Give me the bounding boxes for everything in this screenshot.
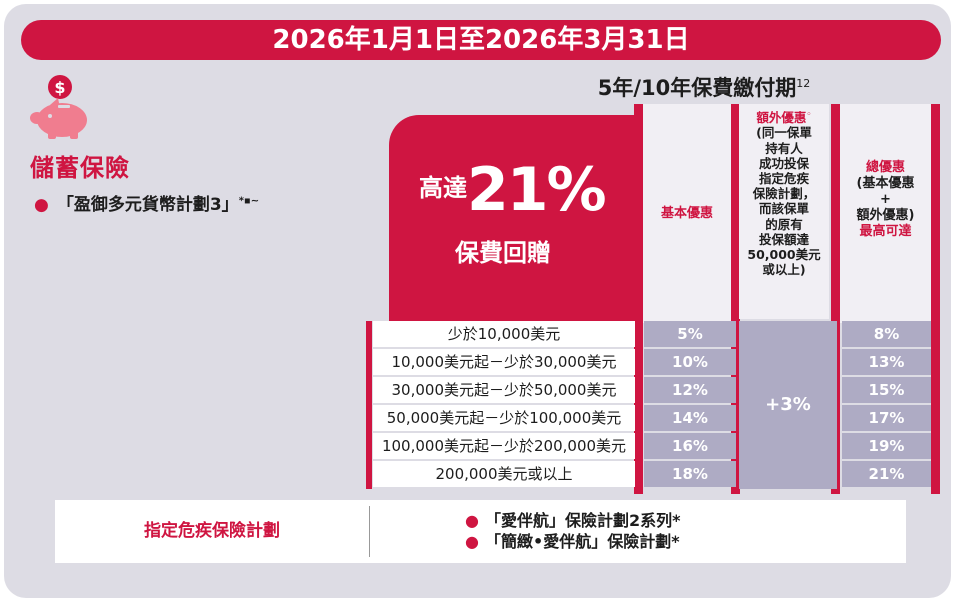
- table-row-basic: 18%: [644, 461, 736, 487]
- svg-text:$: $: [54, 78, 65, 97]
- rebate-highlight: 高達21% 保費回贈: [389, 115, 642, 323]
- table-row-range: 100,000美元起－少於200,000美元: [373, 433, 635, 459]
- bullet-icon: ●: [34, 195, 49, 215]
- promo-panel: 2026年1月1日至2026年3月31日 5年/10年保費繳付期12 $ 儲蓄保…: [4, 4, 951, 598]
- list-item: ● 「愛伴航」保險計劃2系列*: [465, 510, 680, 531]
- highlight-text: 保費回贈: [455, 239, 551, 267]
- critical-illness-plan: 「簡緻•愛伴航」保險計劃*: [484, 532, 680, 551]
- table-row-basic: 14%: [644, 405, 736, 431]
- extra-offer-desc-8: 50,000美元: [747, 246, 821, 262]
- extra-offer-header: 額外優惠◦ (同一保單 持有人 成功投保 指定危疾 保險計劃， 而該保單 的原有…: [739, 104, 829, 319]
- extra-offer-desc-4: 保險計劃，: [752, 186, 816, 202]
- extra-offer-desc-3: 指定危疾: [758, 170, 809, 186]
- table-row-range: 30,000美元起－少於50,000美元: [373, 377, 635, 403]
- extra-offer-title: 額外優惠: [756, 110, 807, 126]
- table-row-basic: 16%: [644, 433, 736, 459]
- table-row-total: 21%: [842, 461, 931, 487]
- table-row-range: 50,000美元起－少於100,000美元: [373, 405, 635, 431]
- payment-period: 5年/10年保費繳付期12: [494, 72, 914, 102]
- stripe-right: [831, 104, 840, 494]
- critical-illness-box: 指定危疾保險計劃 ● 「愛伴航」保險計劃2系列* ● 「簡緻•愛伴航」保險計劃*: [55, 500, 906, 563]
- extra-offer-desc-2: 成功投保: [758, 155, 809, 171]
- savings-plan-marks: *▪~: [238, 195, 260, 207]
- bullet-icon: ●: [465, 532, 479, 551]
- total-offer-max: 最高可達: [859, 224, 912, 239]
- extra-offer-desc-7: 投保額達: [758, 231, 809, 247]
- critical-illness-label: 指定危疾保險計劃: [144, 521, 280, 541]
- piggy-bank-icon: $: [30, 75, 87, 139]
- stripe-mid: [731, 104, 740, 494]
- table-row-range: 少於10,000美元: [373, 321, 635, 347]
- payment-period-note: 12: [796, 77, 811, 90]
- list-item: ● 「簡緻•愛伴航」保險計劃*: [465, 531, 680, 552]
- highlight-prefix: 高達: [419, 174, 467, 202]
- total-offer-header: 總優惠 (基本優惠 + 額外優惠) 最高可達: [840, 104, 931, 323]
- extra-offer-desc-6: 的原有: [765, 216, 803, 232]
- total-offer-title: 總優惠: [865, 160, 905, 175]
- date-banner: 2026年1月1日至2026年3月31日: [21, 20, 941, 60]
- table-row-total: 8%: [842, 321, 931, 347]
- extra-offer-desc-0: (同一保單: [756, 125, 812, 141]
- critical-illness-plans: ● 「愛伴航」保險計劃2系列* ● 「簡緻•愛伴航」保險計劃*: [465, 510, 680, 552]
- divider: [369, 506, 370, 557]
- savings-title: 儲蓄保險: [30, 154, 130, 182]
- table-row-range: 10,000美元起－少於30,000美元: [373, 349, 635, 375]
- critical-illness-plan: 「愛伴航」保險計劃2系列*: [484, 511, 681, 530]
- table-row-basic: 12%: [644, 377, 736, 403]
- savings-plan-name: 「盈御多元貨幣計劃3」: [56, 195, 239, 215]
- basic-offer-header: 基本優惠: [643, 104, 731, 323]
- table-row-total: 17%: [842, 405, 931, 431]
- table-row-range: 200,000美元或以上: [373, 461, 635, 487]
- extra-offer-mark: ◦: [806, 110, 812, 120]
- total-offer-desc-0: (基本優惠: [856, 176, 915, 191]
- savings-plan-item: ● 「盈御多元貨幣計劃3」*▪~: [34, 190, 259, 215]
- table-row-basic: 5%: [644, 321, 736, 347]
- bullet-icon: ●: [465, 511, 479, 530]
- extra-offer-desc-1: 持有人: [765, 140, 803, 156]
- table-row-total: 19%: [842, 433, 931, 459]
- highlight-percent: 21%: [467, 155, 607, 225]
- table-row-total: 15%: [842, 377, 931, 403]
- table-border: [366, 321, 372, 489]
- stripe-far-right: [931, 104, 940, 494]
- total-offer-desc-1: +: [880, 192, 891, 207]
- payment-period-label: 5年/10年保費繳付期: [597, 76, 797, 100]
- table-row-total: 13%: [842, 349, 931, 375]
- total-offer-desc-2: 額外優惠): [856, 208, 915, 223]
- extra-offer-value: +3%: [739, 321, 837, 489]
- table-row-basic: 10%: [644, 349, 736, 375]
- extra-offer-desc-9: 或以上): [762, 262, 806, 278]
- extra-offer-desc-5: 而該保單: [758, 201, 809, 217]
